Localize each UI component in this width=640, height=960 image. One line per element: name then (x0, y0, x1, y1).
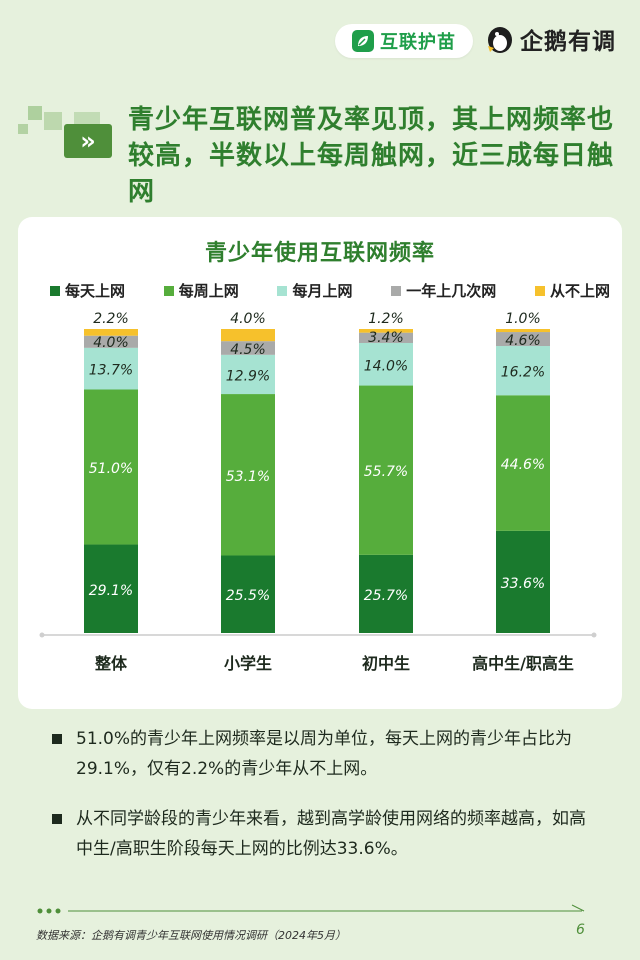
data-label: 16.2% (501, 365, 545, 381)
data-label: 4.0% (230, 311, 266, 327)
data-label: 14.0% (364, 358, 408, 374)
notes-list: 51.0%的青少年上网频率是以周为单位，每天上网的青少年占比为29.1%，仅有2… (52, 724, 597, 884)
square-bullet-icon (52, 814, 62, 824)
data-label: 33.6% (501, 576, 545, 592)
bar-segment (84, 544, 138, 633)
legend-item: 从不上网 (534, 280, 610, 301)
legend-swatch (277, 285, 288, 296)
data-label: 55.7% (364, 464, 408, 480)
brand-badge-text: 互联护苗 (380, 32, 456, 53)
bar-segment (84, 329, 138, 336)
data-label: 25.7% (364, 588, 408, 604)
page-title: 青少年互联网普及率见顶，其上网频率也较高，半数以上每周触网，近三成每日触网 (128, 105, 615, 207)
decor-square (18, 124, 28, 134)
bar-segment (359, 332, 413, 343)
bar-segment (84, 389, 138, 545)
category-label: 高中生/职高生 (472, 654, 574, 673)
legend-item: 每月上网 (277, 280, 352, 301)
brand-logo-text: 企鹅有调 (520, 29, 616, 55)
chart-plot: 29.1% 51.0% 13.7% 4.0% 2.2% 整体 25.5% 53.1% 12.9%… (39, 311, 597, 673)
chevron-right-icon: » (64, 124, 112, 158)
legend-swatch (163, 285, 174, 296)
bar-segment (496, 346, 550, 396)
data-label: 12.9% (226, 368, 270, 384)
bar-segment (359, 342, 413, 386)
data-label: 13.7% (89, 363, 133, 379)
bar-segment (496, 329, 550, 333)
data-label: 1.0% (505, 311, 541, 327)
qie-logo: 企鹅有调 (486, 22, 616, 56)
bar-segment (359, 554, 413, 633)
data-label: 51.0% (89, 461, 133, 477)
data-label: 29.1% (89, 583, 133, 599)
note-text: 从不同学龄段的青少年来看，越到高学龄使用网络的频率越高，如高中生/高职生阶段每天… (76, 809, 586, 859)
decor-square (28, 106, 42, 120)
leaf-icon (352, 30, 374, 52)
data-label: 2.2% (93, 311, 129, 327)
bar-segment (84, 335, 138, 348)
chart-title: 青少年使用互联网频率 (204, 241, 435, 266)
page-number: 6 (576, 922, 585, 938)
legend-label: 从不上网 (549, 282, 610, 300)
chart-legend: 每天上网 每周上网 每月上网 一年上几次网 从不上网 (50, 280, 610, 301)
data-label: 4.5% (230, 342, 266, 358)
legend-item: 每天上网 (50, 280, 125, 301)
data-source: 数据来源：企鹅有调青少年互联网使用情况调研（2024年5月） (36, 929, 346, 942)
bar-segment (496, 395, 550, 531)
bar-segment (221, 329, 275, 342)
category-label: 整体 (94, 654, 128, 673)
bar-segment (84, 347, 138, 390)
bar-segment (496, 530, 550, 633)
footer-divider (37, 904, 585, 914)
bar-segment (359, 329, 413, 333)
data-label: 4.0% (93, 335, 129, 351)
square-bullet-icon (52, 734, 62, 744)
bar-segment (221, 341, 275, 355)
decor-square (44, 112, 62, 130)
data-label: 1.2% (368, 311, 404, 327)
data-label: 53.1% (226, 469, 270, 485)
data-label: 44.6% (501, 457, 545, 473)
note-text: 51.0%的青少年上网频率是以周为单位，每天上网的青少年占比为29.1%，仅有2… (76, 729, 573, 779)
bar-segment (221, 555, 275, 633)
note-item: 51.0%的青少年上网频率是以周为单位，每天上网的青少年占比为29.1%，仅有2… (52, 724, 597, 784)
bar-segment (221, 394, 275, 556)
chart-card: 青少年使用互联网频率 每天上网 每周上网 每月上网 一年上几次网 从不上网 29.1% 5… (18, 217, 622, 709)
legend-swatch (534, 285, 545, 296)
legend-label: 每天上网 (65, 282, 126, 300)
axis-end-dot (39, 632, 45, 638)
category-label: 初中生 (362, 654, 410, 673)
category-label: 小学生 (224, 654, 272, 673)
bar-segment (496, 332, 550, 347)
data-label: 25.5% (226, 588, 270, 604)
decor-square (74, 112, 100, 126)
legend-item: 一年上几次网 (391, 280, 496, 301)
legend-item: 每周上网 (163, 280, 239, 301)
penguin-icon (488, 27, 512, 53)
legend-label: 一年上几次网 (406, 282, 497, 300)
note-item: 从不同学龄段的青少年来看，越到高学龄使用网络的频率越高，如高中生/高职生阶段每天… (52, 804, 597, 864)
legend-label: 每周上网 (178, 282, 239, 300)
data-label: 4.6% (505, 333, 541, 349)
bar-segment (359, 385, 413, 555)
brand-badge: 互联护苗 (335, 24, 473, 58)
axis-end-dot (591, 632, 597, 638)
bar-segment (221, 354, 275, 395)
legend-swatch (50, 285, 60, 296)
data-label: 3.4% (368, 330, 404, 346)
legend-label: 每月上网 (292, 282, 353, 300)
legend-swatch (391, 285, 402, 296)
